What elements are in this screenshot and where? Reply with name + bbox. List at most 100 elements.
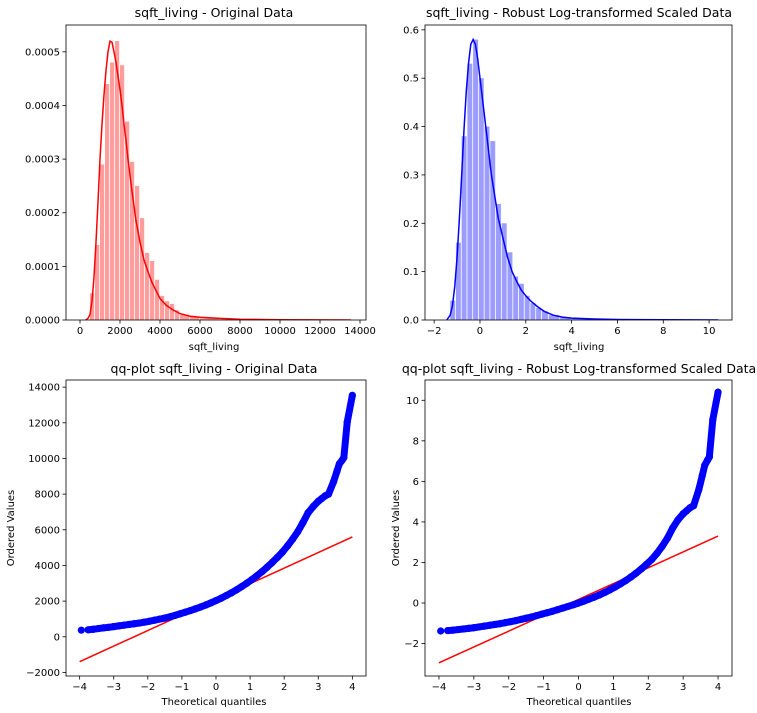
panel-original-qqplot-point <box>263 563 271 571</box>
panel-scaled-qqplot-x-label: Theoretical quantiles <box>525 697 631 708</box>
panel-scaled-qqplot-point <box>449 626 457 634</box>
panel-scaled-qqplot-point <box>632 569 640 577</box>
panel-scaled-qqplot-y-tick-label: −2 <box>404 639 419 650</box>
panel-original-qqplot-point <box>333 467 341 475</box>
panel-original-histogram-x-tick-label: 10000 <box>264 326 296 337</box>
panel-original-qqplot-title: qq-plot sqft_living - Original Data <box>111 361 318 376</box>
panel-scaled-qqplot-point <box>627 573 635 581</box>
panel-original-histogram-bar <box>120 65 125 320</box>
panel-scaled-histogram: sqft_living - Robust Log-transformed Sca… <box>403 5 733 353</box>
panel-original-qqplot-point <box>348 391 356 399</box>
panel-original-qqplot-x-tick-label: −3 <box>106 682 121 693</box>
panel-original-qqplot-x-label: Theoretical quantiles <box>160 697 266 708</box>
panel-original-qqplot-point <box>237 583 246 591</box>
panel-scaled-histogram-y-tick-label: 0.5 <box>403 74 419 85</box>
panel-original-histogram-frame <box>65 24 367 321</box>
panel-original-histogram-bar <box>100 164 105 320</box>
panel-scaled-histogram-y-tick-label: 0.3 <box>403 170 419 181</box>
panel-scaled-histogram-y-tick-label: 0.6 <box>403 25 419 36</box>
panel-scaled-histogram-bar <box>473 39 479 320</box>
panel-original-qqplot-x-tick-label: −1 <box>175 682 190 693</box>
panel-original-qqplot-y-tick-label: 12000 <box>28 418 60 429</box>
panel-original-histogram-y-tick-label: 0.0004 <box>25 101 60 112</box>
panel-original-qqplot-y-tick-label: −2000 <box>26 668 60 679</box>
panel-scaled-histogram-y-tick-label: 0.0 <box>403 316 419 327</box>
panel-original-qqplot-point <box>343 418 351 426</box>
panel-original-qqplot-point <box>77 626 85 634</box>
panel-scaled-histogram-bar <box>507 252 513 320</box>
panel-original-qqplot-marks <box>77 391 356 663</box>
panel-original-histogram-bar <box>110 62 115 320</box>
panel-original-histogram-plot-area: 0 2000 4000 6000 8000 10000 12000 14000 0.0000 0.… <box>25 24 376 337</box>
panel-scaled-qqplot-y-label: Ordered Values <box>391 490 402 567</box>
panel-original-qqplot-x-tick-label: 0 <box>213 682 219 693</box>
panel-original-histogram-bar <box>125 121 130 320</box>
panel-scaled-qqplot-point <box>621 577 630 585</box>
panel-original-histogram-x-tick-label: 0 <box>77 326 83 337</box>
panel-scaled-qqplot-point <box>454 625 462 634</box>
panel-scaled-histogram-x-tick-label: 2 <box>523 326 529 337</box>
panel-scaled-qqplot-points-ribbon <box>705 416 717 461</box>
panel-scaled-qqplot-title: qq-plot sqft_living - Robust Log-transfo… <box>402 361 756 376</box>
panel-scaled-histogram-bar <box>501 223 507 320</box>
panel-scaled-qqplot-point <box>637 565 645 573</box>
panel-scaled-qqplot-y-tick-label: 2 <box>413 558 419 569</box>
panel-original-qqplot-x-tick-label: 4 <box>349 682 355 693</box>
panel-scaled-qqplot-x-tick-label: −3 <box>466 682 481 693</box>
panel-scaled-qqplot-point <box>709 415 717 424</box>
panel-original-histogram-bar <box>175 310 180 320</box>
panel-original-histogram-x-tick-label: 8000 <box>227 326 252 337</box>
panel-original-qqplot-point <box>258 568 266 576</box>
panel-original-histogram-bar <box>130 161 135 320</box>
panel-original-qqplot-points-ribbon <box>343 391 356 426</box>
panel-original-qqplot-y-tick-label: 8000 <box>35 490 60 501</box>
panel-scaled-histogram-bar <box>455 242 461 320</box>
panel-original-histogram-bar <box>105 84 110 320</box>
panel-original-histogram: sqft_living - Original Data 0 2000 4000 600… <box>25 5 376 353</box>
panel-original-qqplot-y-tick-label: 14000 <box>28 383 60 394</box>
panel-original-qqplot-point <box>278 548 287 556</box>
panel-original-qqplot-point <box>309 503 317 511</box>
panel-scaled-qqplot-point <box>705 453 713 461</box>
panel-original-qqplot-y-tick-label: 0 <box>54 632 60 643</box>
panel-scaled-histogram-x-tick-label: 0 <box>477 326 483 337</box>
panel-scaled-qqplot: qq-plot sqft_living - Robust Log-transfo… <box>391 361 756 708</box>
panel-scaled-histogram-bar <box>467 63 473 320</box>
panel-original-histogram-y-tick-label: 0.0000 <box>25 316 60 327</box>
panel-scaled-histogram-x-tick-label: 8 <box>660 326 666 337</box>
panel-scaled-qqplot-x-tick-label: 2 <box>645 682 651 693</box>
panel-scaled-qqplot-y-tick-label: 8 <box>413 436 419 447</box>
panel-original-histogram-bar <box>115 41 120 320</box>
panel-scaled-histogram-kde-line <box>446 37 719 320</box>
panel-scaled-histogram-bar <box>560 317 571 320</box>
panel-scaled-histogram-title: sqft_living - Robust Log-transformed Sca… <box>426 5 732 20</box>
panel-scaled-qqplot-point <box>658 542 666 550</box>
panel-scaled-histogram-y-tick-label: 0.4 <box>403 122 419 133</box>
panel-scaled-qqplot-point <box>611 583 619 591</box>
panel-scaled-qqplot-point <box>674 516 682 524</box>
panel-scaled-histogram-bar <box>478 78 484 320</box>
panel-original-qqplot-point <box>232 586 241 594</box>
panel-scaled-histogram-bar <box>524 295 530 320</box>
panel-scaled-qqplot-point <box>465 624 473 632</box>
panel-scaled-histogram-bar <box>548 315 560 320</box>
panel-original-qqplot-point <box>253 572 261 580</box>
panel-original-qqplot-x-tick-label: −4 <box>72 682 87 693</box>
panel-scaled-qqplot-x-tick-label: −4 <box>432 682 447 693</box>
panel-original-histogram-bar <box>200 318 220 320</box>
panel-original-histogram-bar <box>95 244 100 320</box>
panel-original-qqplot-y-tick-label: 4000 <box>35 561 60 572</box>
panel-original-histogram-bar <box>190 316 200 320</box>
panel-scaled-histogram-x-label: sqft_living <box>554 342 605 353</box>
panel-original-qqplot-x-tick-label: 2 <box>281 682 287 693</box>
panel-original-qqplot-point <box>294 527 302 536</box>
panel-scaled-qqplot-x-tick-label: −1 <box>536 682 551 693</box>
panel-scaled-histogram-bar <box>536 307 542 320</box>
panel-original-histogram-x-label: sqft_living <box>189 342 240 353</box>
panel-original-histogram-y-tick-label: 0.0005 <box>25 47 60 58</box>
panel-original-qqplot-point <box>243 579 251 587</box>
panel-original-qqplot-y-label: Ordered Values <box>6 490 17 567</box>
panel-original-qqplot-point <box>304 509 312 517</box>
panel-scaled-qqplot-point <box>698 471 706 479</box>
